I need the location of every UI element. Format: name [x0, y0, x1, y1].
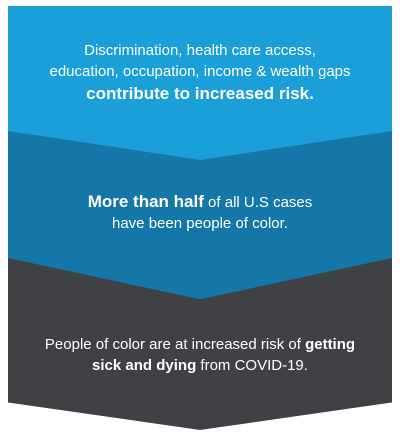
step-3-line-1-pre: People of color are at increased risk of	[44, 336, 306, 353]
step-3-line-2: sick and dying from COVID-19.	[8, 355, 392, 376]
step-3-line-1: People of color are at increased risk of…	[8, 334, 392, 355]
step-3-bold-sick-dying: sick and dying	[92, 357, 197, 374]
step-2-text: More than half of all U.S cases have bee…	[8, 191, 392, 234]
step-1-line-3: contribute to increased risk.	[86, 84, 314, 103]
chevron-flow-diagram: Discrimination, health care access, educ…	[8, 6, 392, 430]
step-3-line-2-rest: from COVID-19.	[196, 357, 308, 374]
step-3-text: People of color are at increased risk of…	[8, 334, 392, 376]
step-1-line-1: Discrimination, health care access,	[84, 42, 316, 59]
step-3-bold-getting: getting	[305, 336, 356, 353]
step-2-line-1-rest: of all U.S cases	[203, 194, 313, 211]
chevron-step-1	[8, 6, 392, 160]
step-2-bold-phrase: More than half	[87, 192, 204, 211]
step-2-line-2: have been people of color.	[112, 215, 288, 232]
step-1-text: Discrimination, health care access, educ…	[8, 40, 392, 106]
step-1-line-2: education, occupation, income & wealth g…	[49, 63, 351, 80]
step-2-line-1: More than half of all U.S cases	[8, 191, 392, 213]
